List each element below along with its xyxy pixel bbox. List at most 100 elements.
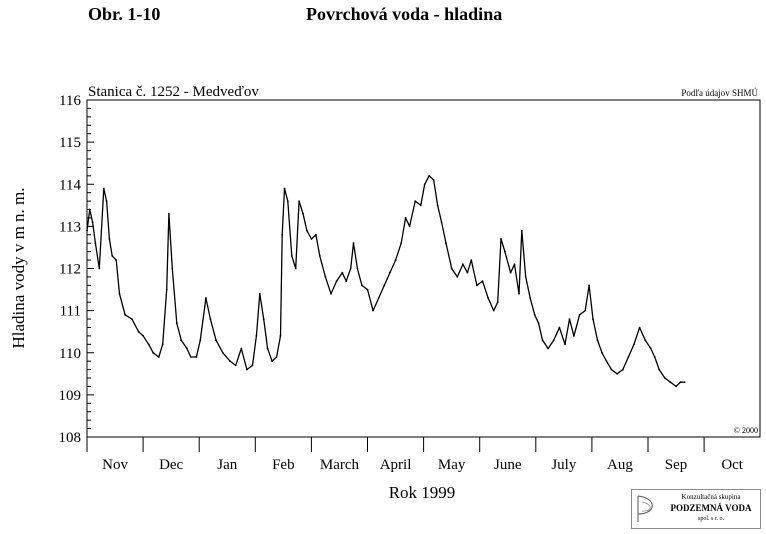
data-point bbox=[524, 276, 527, 278]
data-point bbox=[450, 267, 453, 270]
data-point bbox=[91, 221, 94, 224]
data-point bbox=[315, 233, 317, 236]
data-point bbox=[215, 339, 217, 341]
data-point bbox=[298, 200, 300, 203]
data-point bbox=[408, 225, 411, 228]
data-point bbox=[271, 360, 273, 363]
x-month-label: March bbox=[320, 457, 360, 473]
data-point bbox=[341, 271, 344, 274]
logo-text-company: PODZEMNÁ VODA bbox=[670, 503, 752, 513]
data-point bbox=[186, 347, 188, 350]
data-point bbox=[518, 292, 520, 295]
data-point bbox=[94, 242, 97, 245]
data-point bbox=[627, 356, 630, 358]
data-point bbox=[286, 200, 289, 203]
x-month-label: May bbox=[438, 457, 466, 473]
data-point bbox=[131, 318, 133, 320]
data-point bbox=[361, 284, 363, 287]
data-point bbox=[234, 364, 237, 367]
data-point bbox=[592, 318, 594, 320]
data-point bbox=[533, 313, 536, 316]
data-point bbox=[165, 288, 168, 291]
data-point bbox=[283, 187, 286, 190]
data-point bbox=[180, 339, 183, 341]
data-point bbox=[102, 187, 105, 190]
data-point bbox=[400, 242, 403, 245]
data-point bbox=[621, 368, 624, 371]
data-point bbox=[638, 326, 641, 329]
data-point bbox=[658, 368, 661, 371]
data-point bbox=[389, 271, 391, 274]
data-point bbox=[111, 255, 114, 257]
source-note: Podľa údajov SHMÚ bbox=[681, 88, 758, 98]
data-point bbox=[294, 267, 297, 270]
data-point bbox=[349, 267, 352, 270]
company-logo: Konzultačná skupina PODZEMNÁ VODA spol. … bbox=[631, 489, 761, 529]
station-title: Stanica č. 1252 - Medveďov bbox=[88, 84, 259, 100]
logo-text-group: Konzultačná skupina bbox=[681, 493, 741, 501]
plot-frame bbox=[86, 99, 761, 438]
data-point bbox=[366, 288, 369, 291]
data-point bbox=[161, 343, 164, 346]
data-point bbox=[683, 381, 686, 384]
data-point bbox=[564, 343, 566, 346]
data-point bbox=[324, 276, 327, 278]
data-point bbox=[644, 339, 647, 341]
data-point bbox=[98, 267, 101, 270]
data-point bbox=[108, 238, 111, 240]
data-point bbox=[157, 356, 160, 358]
data-point bbox=[209, 318, 212, 320]
data-point bbox=[229, 360, 232, 363]
data-point bbox=[137, 330, 140, 333]
data-point bbox=[251, 364, 254, 367]
x-month-label: Dec bbox=[159, 457, 183, 473]
data-point bbox=[306, 229, 308, 232]
y-tick-label: 109 bbox=[59, 388, 82, 404]
data-point bbox=[240, 347, 243, 350]
data-point bbox=[578, 313, 581, 316]
data-point bbox=[281, 233, 284, 236]
data-point bbox=[541, 339, 544, 341]
data-point bbox=[404, 217, 407, 219]
data-point bbox=[195, 356, 198, 358]
data-point bbox=[445, 242, 447, 245]
data-point bbox=[470, 259, 473, 261]
data-point bbox=[663, 377, 666, 379]
data-point bbox=[86, 229, 88, 232]
x-month-label: Nov bbox=[102, 457, 128, 473]
data-point bbox=[205, 297, 207, 299]
data-point bbox=[266, 347, 269, 350]
data-point bbox=[335, 280, 338, 282]
data-point bbox=[653, 356, 656, 358]
x-month-label: Jan bbox=[217, 457, 237, 473]
x-month-label: June bbox=[494, 457, 522, 473]
data-point bbox=[504, 250, 506, 253]
data-point bbox=[189, 356, 192, 358]
data-point bbox=[279, 335, 282, 337]
data-point bbox=[352, 242, 355, 245]
data-point bbox=[462, 263, 464, 266]
data-point bbox=[302, 212, 304, 215]
data-point bbox=[221, 351, 224, 354]
data-point bbox=[500, 238, 502, 240]
figure-title: Povrchová voda - hladina bbox=[306, 4, 503, 24]
data-point bbox=[492, 309, 495, 312]
data-point bbox=[436, 204, 439, 207]
y-tick-label: 115 bbox=[59, 135, 81, 151]
data-point bbox=[520, 229, 523, 232]
logo-mark-icon bbox=[637, 495, 653, 522]
data-point bbox=[476, 284, 478, 287]
data-point bbox=[616, 372, 618, 375]
data-point bbox=[423, 183, 426, 186]
data-point bbox=[466, 271, 469, 274]
y-tick-label: 110 bbox=[59, 346, 81, 362]
data-point bbox=[537, 322, 540, 325]
figure-label: Obr. 1-10 bbox=[88, 4, 161, 24]
y-tick-label: 114 bbox=[59, 177, 81, 193]
y-tick-label: 113 bbox=[59, 219, 81, 235]
data-point bbox=[115, 259, 118, 261]
data-point bbox=[547, 347, 549, 350]
data-point bbox=[394, 259, 397, 261]
data-point bbox=[675, 385, 677, 388]
